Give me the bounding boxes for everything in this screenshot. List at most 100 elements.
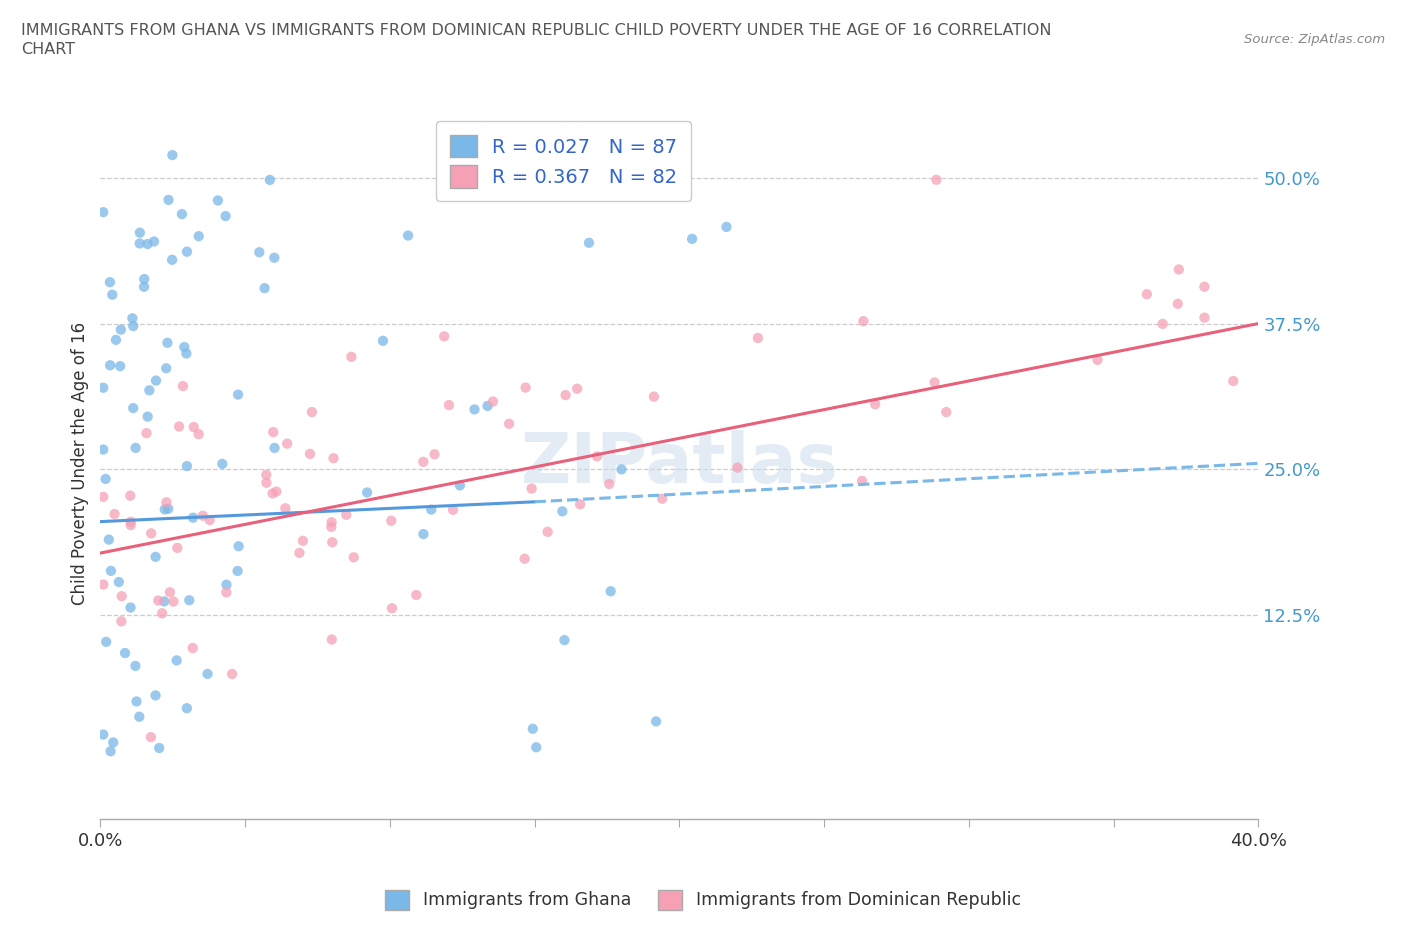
Point bbox=[643, 389, 665, 404]
Point bbox=[522, 722, 544, 737]
Point bbox=[114, 645, 136, 660]
Point bbox=[108, 575, 131, 590]
Point bbox=[148, 593, 170, 608]
Point bbox=[226, 564, 249, 578]
Point bbox=[110, 322, 132, 337]
Point bbox=[925, 172, 948, 187]
Point bbox=[136, 409, 159, 424]
Point bbox=[120, 488, 142, 503]
Point bbox=[120, 518, 142, 533]
Point bbox=[91, 489, 114, 504]
Point bbox=[301, 405, 323, 419]
Point bbox=[211, 457, 233, 472]
Point bbox=[176, 346, 198, 361]
Point bbox=[598, 476, 620, 491]
Point bbox=[288, 545, 311, 560]
Point bbox=[321, 515, 343, 530]
Point bbox=[371, 333, 394, 348]
Point bbox=[1222, 374, 1244, 389]
Point bbox=[322, 451, 344, 466]
Point bbox=[122, 401, 145, 416]
Point bbox=[396, 228, 419, 243]
Point bbox=[150, 605, 173, 620]
Point bbox=[381, 601, 404, 616]
Point bbox=[441, 502, 464, 517]
Point bbox=[91, 380, 114, 395]
Point bbox=[170, 206, 193, 221]
Point bbox=[423, 446, 446, 461]
Point bbox=[148, 740, 170, 755]
Point bbox=[1194, 311, 1216, 325]
Point bbox=[162, 148, 184, 163]
Point bbox=[166, 540, 188, 555]
Point bbox=[197, 667, 219, 682]
Point bbox=[125, 694, 148, 709]
Point bbox=[449, 478, 471, 493]
Point bbox=[263, 441, 285, 456]
Point bbox=[128, 225, 150, 240]
Point bbox=[136, 236, 159, 251]
Point bbox=[1194, 279, 1216, 294]
Point bbox=[172, 379, 194, 393]
Point bbox=[187, 229, 209, 244]
Y-axis label: Child Poverty Under the Age of 16: Child Poverty Under the Age of 16 bbox=[72, 322, 89, 604]
Point bbox=[138, 383, 160, 398]
Point bbox=[108, 359, 131, 374]
Point bbox=[263, 250, 285, 265]
Point bbox=[645, 714, 668, 729]
Point bbox=[124, 658, 146, 673]
Point bbox=[157, 193, 180, 207]
Point bbox=[515, 380, 537, 395]
Point bbox=[159, 585, 181, 600]
Legend: Immigrants from Ghana, Immigrants from Dominican Republic: Immigrants from Ghana, Immigrants from D… bbox=[378, 883, 1028, 917]
Point bbox=[863, 397, 886, 412]
Point bbox=[103, 507, 125, 522]
Point bbox=[1136, 286, 1159, 301]
Point bbox=[103, 735, 125, 750]
Point bbox=[96, 634, 118, 649]
Point bbox=[433, 329, 456, 344]
Point bbox=[98, 274, 121, 289]
Point bbox=[274, 501, 297, 516]
Text: ZIPatlas: ZIPatlas bbox=[520, 430, 838, 497]
Point bbox=[477, 398, 499, 413]
Point bbox=[128, 710, 150, 724]
Point bbox=[578, 235, 600, 250]
Point bbox=[405, 588, 427, 603]
Point bbox=[537, 525, 560, 539]
Point bbox=[520, 481, 543, 496]
Legend: R = 0.027   N = 87, R = 0.367   N = 82: R = 0.027 N = 87, R = 0.367 N = 82 bbox=[436, 121, 692, 201]
Point bbox=[173, 339, 195, 354]
Point bbox=[121, 311, 143, 325]
Point bbox=[176, 458, 198, 473]
Point bbox=[98, 358, 121, 373]
Point bbox=[551, 504, 574, 519]
Point bbox=[356, 485, 378, 500]
Point bbox=[299, 446, 322, 461]
Point bbox=[226, 387, 249, 402]
Point bbox=[262, 425, 284, 440]
Point bbox=[176, 245, 198, 259]
Point bbox=[524, 740, 547, 755]
Point bbox=[586, 449, 609, 464]
Point bbox=[321, 520, 343, 535]
Point bbox=[420, 502, 443, 517]
Point bbox=[253, 281, 276, 296]
Point bbox=[215, 585, 238, 600]
Point bbox=[266, 485, 288, 499]
Point bbox=[935, 405, 957, 419]
Point bbox=[153, 502, 176, 517]
Point bbox=[91, 205, 114, 219]
Point bbox=[569, 497, 592, 512]
Point bbox=[155, 361, 177, 376]
Point bbox=[554, 388, 576, 403]
Point bbox=[254, 468, 277, 483]
Point bbox=[463, 402, 485, 417]
Point bbox=[167, 419, 190, 434]
Point bbox=[1167, 297, 1189, 312]
Point bbox=[321, 632, 343, 647]
Text: Source: ZipAtlas.com: Source: ZipAtlas.com bbox=[1244, 33, 1385, 46]
Point bbox=[513, 551, 536, 566]
Point bbox=[183, 419, 205, 434]
Point bbox=[179, 592, 201, 607]
